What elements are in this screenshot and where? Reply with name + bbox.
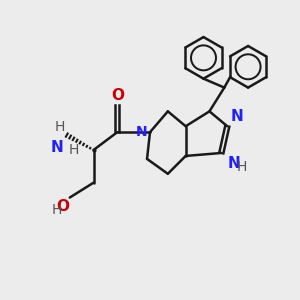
Text: H: H — [52, 203, 62, 218]
Text: H: H — [236, 160, 247, 174]
Text: N: N — [135, 125, 147, 139]
Text: N: N — [50, 140, 63, 154]
Text: H: H — [55, 120, 65, 134]
Text: H: H — [68, 143, 79, 158]
Text: N: N — [231, 109, 244, 124]
Text: N: N — [228, 156, 241, 171]
Text: O: O — [111, 88, 124, 103]
Text: O: O — [57, 199, 70, 214]
